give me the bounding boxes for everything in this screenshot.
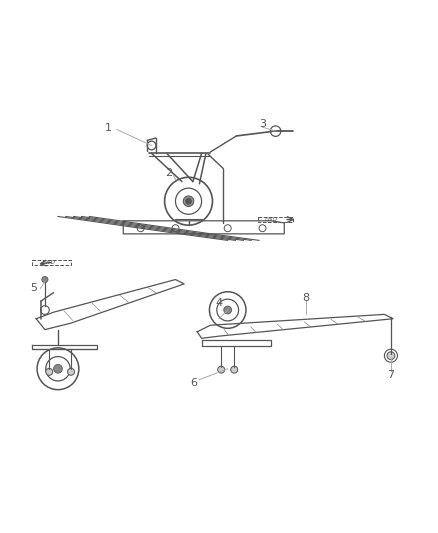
Text: 5: 5 xyxy=(31,283,38,293)
Text: 1: 1 xyxy=(105,123,112,133)
Text: 7: 7 xyxy=(387,370,395,381)
Text: FWD: FWD xyxy=(43,260,56,265)
Circle shape xyxy=(42,277,48,282)
Text: 2: 2 xyxy=(166,168,173,178)
Circle shape xyxy=(184,196,194,206)
Text: 3: 3 xyxy=(259,119,266,129)
Text: 8: 8 xyxy=(303,293,310,303)
Text: 4: 4 xyxy=(215,298,223,309)
Circle shape xyxy=(185,198,191,204)
Circle shape xyxy=(67,368,74,375)
Text: 6: 6 xyxy=(191,378,198,388)
Circle shape xyxy=(231,366,238,373)
Circle shape xyxy=(218,366,225,373)
Text: FWD: FWD xyxy=(265,217,278,222)
Circle shape xyxy=(53,365,62,373)
Circle shape xyxy=(224,306,232,314)
Circle shape xyxy=(46,368,53,375)
Circle shape xyxy=(387,352,395,360)
